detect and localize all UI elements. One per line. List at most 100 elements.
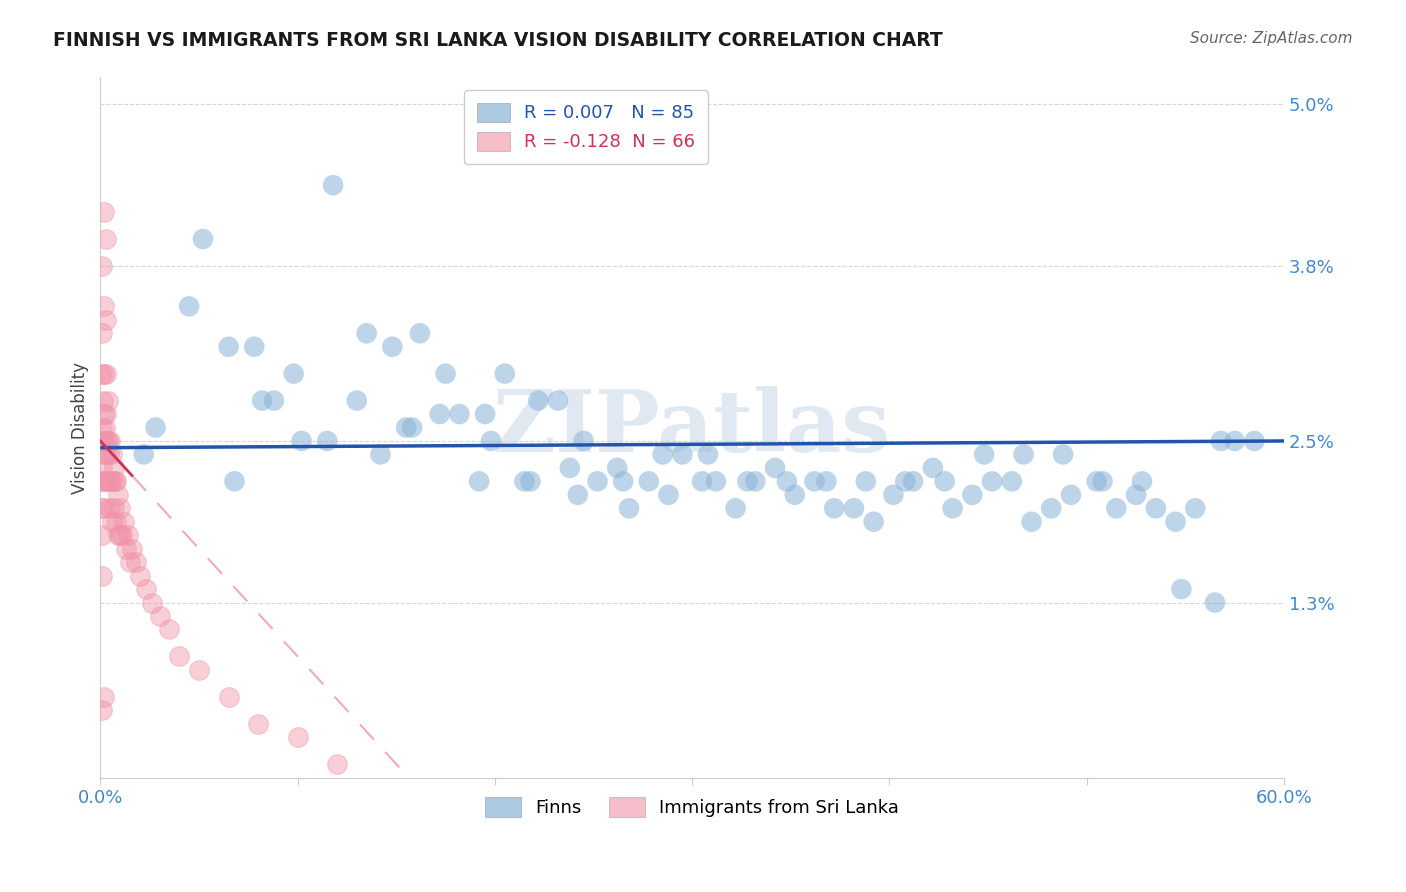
Point (96, 447, 118, 461)
Point (395, 420, 418, 434)
Point (934, 475, 956, 489)
Point (263, 393, 285, 408)
Point (98, 447, 121, 461)
Point (96, 434, 118, 448)
Point (744, 475, 766, 489)
Point (651, 447, 673, 461)
Point (1130, 475, 1153, 489)
Point (1125, 488, 1147, 502)
Point (97, 475, 120, 489)
Point (316, 434, 339, 448)
Point (91, 259, 114, 273)
Point (141, 595, 163, 609)
Point (1040, 501, 1063, 516)
Point (121, 541, 143, 556)
Text: FINNISH VS IMMIGRANTS FROM SRI LANKA VISION DISABILITY CORRELATION CHART: FINNISH VS IMMIGRANTS FROM SRI LANKA VIS… (53, 31, 943, 50)
Point (783, 488, 806, 502)
Point (93, 501, 115, 516)
Point (91, 568, 114, 582)
Point (346, 393, 368, 408)
Point (697, 447, 720, 461)
Point (243, 340, 266, 354)
Point (290, 434, 312, 448)
Point (921, 461, 943, 475)
Point (224, 475, 246, 489)
Point (356, 326, 378, 341)
Point (1052, 447, 1074, 461)
Point (93, 299, 115, 313)
Point (111, 528, 134, 542)
Point (401, 420, 423, 434)
Point (429, 407, 451, 421)
Point (962, 488, 984, 502)
Point (93, 447, 115, 461)
Point (107, 528, 129, 542)
Point (973, 447, 995, 461)
Point (1021, 515, 1043, 529)
Point (612, 475, 634, 489)
Point (494, 367, 516, 381)
Point (572, 434, 595, 448)
Point (468, 475, 491, 489)
Point (823, 501, 845, 516)
Text: Source: ZipAtlas.com: Source: ZipAtlas.com (1189, 31, 1353, 46)
Point (586, 475, 609, 489)
Point (901, 475, 924, 489)
Point (637, 475, 659, 489)
Point (370, 447, 392, 461)
Point (91, 420, 114, 434)
Point (724, 501, 747, 516)
Point (98, 501, 121, 516)
Point (567, 488, 589, 502)
Point (558, 461, 581, 475)
Point (855, 475, 877, 489)
Point (96, 367, 118, 381)
Point (96, 407, 118, 421)
Point (527, 393, 550, 408)
Point (547, 393, 569, 408)
Point (981, 475, 1004, 489)
Point (1144, 501, 1167, 516)
Point (93, 690, 115, 704)
Point (118, 555, 141, 569)
Point (91, 528, 114, 542)
Point (1001, 475, 1024, 489)
Point (1091, 475, 1114, 489)
Point (135, 582, 157, 596)
Point (96, 475, 118, 489)
Point (803, 475, 825, 489)
Point (93, 475, 115, 489)
Point (145, 420, 167, 434)
Point (103, 461, 125, 475)
Point (104, 475, 127, 489)
Point (617, 501, 640, 516)
Point (1204, 595, 1226, 609)
Point (479, 434, 502, 448)
Point (1170, 582, 1192, 596)
Point (90, 434, 112, 448)
Point (128, 568, 150, 582)
Point (218, 690, 240, 704)
Point (96, 232, 118, 246)
Point (218, 340, 240, 354)
Point (513, 475, 536, 489)
Point (91, 393, 114, 408)
Point (112, 515, 135, 529)
Point (704, 475, 727, 489)
Point (91, 703, 114, 717)
Text: ZIPatlas: ZIPatlas (494, 385, 891, 469)
Point (409, 326, 432, 341)
Point (188, 663, 211, 677)
Point (91, 475, 114, 489)
Point (1184, 501, 1206, 516)
Legend: Finns, Immigrants from Sri Lanka: Finns, Immigrants from Sri Lanka (478, 790, 907, 824)
Point (1105, 501, 1128, 516)
Point (96, 313, 118, 327)
Point (179, 299, 201, 313)
Point (815, 475, 838, 489)
Point (167, 649, 190, 664)
Point (103, 501, 125, 516)
Point (690, 475, 713, 489)
Point (93, 407, 115, 421)
Point (671, 447, 693, 461)
